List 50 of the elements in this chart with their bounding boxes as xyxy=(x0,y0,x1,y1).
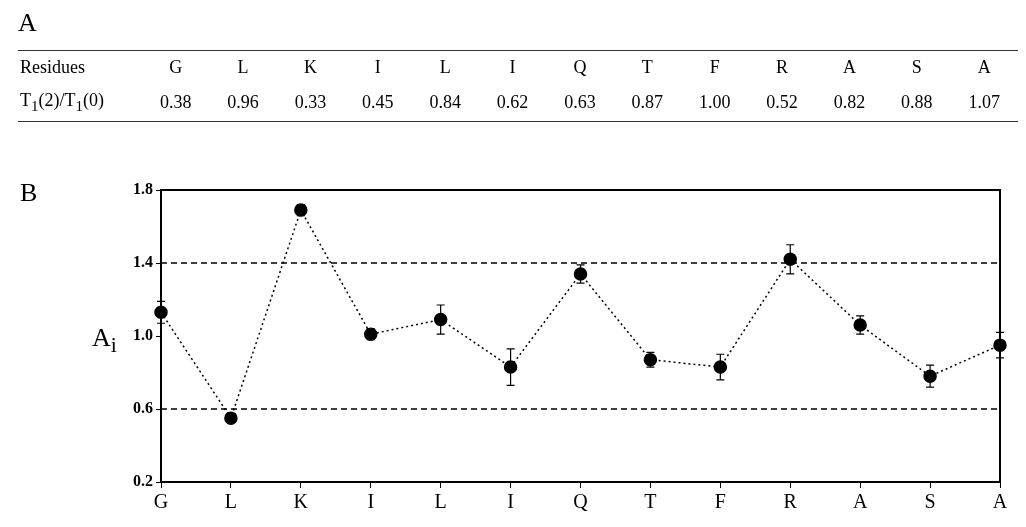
text: 0.87 xyxy=(631,91,664,112)
text: T$_{1}$(2)/T$_{1}$(0) xyxy=(19,89,105,116)
category-label: K xyxy=(302,56,318,79)
category-label: T xyxy=(640,56,654,79)
category-label: S xyxy=(910,56,923,79)
x-tick-label: T xyxy=(644,490,657,513)
category-label: A xyxy=(841,56,857,79)
text: 0.33 xyxy=(294,91,327,112)
x-tick-label: F xyxy=(714,490,726,513)
text: 1.00 xyxy=(698,91,731,112)
x-tick-label: G xyxy=(153,490,169,513)
text: 1.07 xyxy=(968,91,1000,112)
y-tick-label: 0.6 xyxy=(133,399,153,417)
y-tick-label: 1.4 xyxy=(133,253,153,271)
text: 0.63 xyxy=(564,91,596,112)
x-tick-label: I xyxy=(367,490,375,513)
x-tick-label: A xyxy=(992,490,1008,513)
x-tick-label: L xyxy=(434,490,447,513)
text: 0.45 xyxy=(362,91,394,112)
text: 0.52 xyxy=(766,91,798,112)
category-label: I xyxy=(373,56,382,79)
text: 0.62 xyxy=(496,91,529,112)
category-label: L xyxy=(236,56,250,79)
y-tick-label: 1.8 xyxy=(133,180,153,198)
category-label: A xyxy=(976,56,992,79)
category-label: Q xyxy=(572,56,588,79)
text: 0.82 xyxy=(833,91,866,112)
category-label: R xyxy=(775,56,790,79)
text: A xyxy=(18,8,37,38)
y-tick-label: 1.0 xyxy=(133,326,153,344)
text: 0.88 xyxy=(901,91,933,112)
text: Residues xyxy=(19,56,86,79)
text: 0.96 xyxy=(227,91,259,112)
category-label: G xyxy=(168,56,184,79)
x-tick-label: R xyxy=(783,490,798,513)
x-tick-label: I xyxy=(507,490,514,513)
y-axis-title: A$_{i}$ xyxy=(92,323,117,359)
x-tick-label: Q xyxy=(573,490,589,513)
x-tick-label: K xyxy=(293,490,309,513)
x-tick-label: L xyxy=(224,490,238,513)
y-tick-label: 0.2 xyxy=(133,472,153,490)
category-label: L xyxy=(438,56,452,79)
chart-title: B xyxy=(20,178,38,208)
text: 0.38 xyxy=(159,91,192,112)
x-tick-label: A xyxy=(852,490,868,513)
category-label: F xyxy=(708,56,721,79)
text: 0.84 xyxy=(429,91,461,112)
x-tick-label: S xyxy=(924,490,936,513)
category-label: I xyxy=(508,56,517,79)
point xyxy=(433,312,448,327)
